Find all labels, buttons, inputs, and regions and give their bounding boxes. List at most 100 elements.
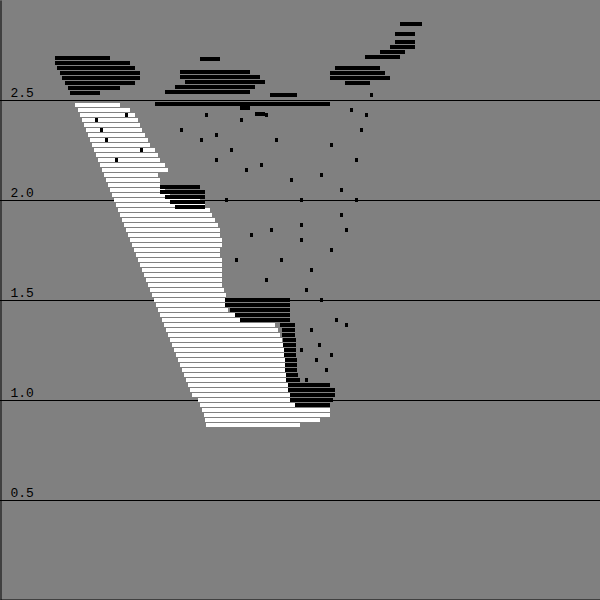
point [170, 200, 205, 204]
point [100, 128, 103, 132]
point [82, 118, 138, 122]
point [142, 268, 222, 272]
point [105, 138, 108, 142]
point [100, 163, 165, 167]
series [55, 22, 422, 407]
point [290, 393, 335, 397]
tick: 2.5 [1, 86, 34, 101]
point [176, 353, 286, 357]
point [225, 298, 290, 302]
point [188, 383, 290, 387]
point [284, 348, 296, 352]
point [160, 190, 205, 194]
point [70, 91, 100, 95]
point [286, 373, 298, 377]
point [155, 102, 330, 106]
point [204, 413, 330, 417]
tick: 0.5 [1, 486, 34, 501]
point [265, 113, 268, 117]
point [202, 408, 330, 412]
point [283, 343, 296, 347]
point [206, 423, 300, 427]
point [128, 233, 220, 237]
point [75, 103, 120, 107]
point [170, 338, 282, 342]
point [175, 205, 205, 209]
point [124, 223, 218, 227]
point [134, 248, 220, 252]
grid-line [0, 500, 600, 501]
point [283, 338, 296, 342]
point [120, 213, 212, 217]
point [84, 123, 140, 127]
point [126, 228, 220, 232]
point [92, 143, 150, 147]
point [175, 85, 255, 89]
point [136, 253, 220, 257]
point [282, 333, 295, 337]
point [235, 258, 238, 262]
point [310, 268, 313, 272]
point [125, 113, 128, 117]
point [180, 128, 183, 132]
point [165, 195, 205, 199]
point [55, 56, 110, 60]
point [240, 318, 290, 322]
point [390, 45, 415, 49]
point [250, 233, 253, 237]
point [260, 163, 263, 167]
point [225, 198, 228, 202]
point [265, 278, 268, 282]
point [180, 363, 288, 367]
series [75, 103, 330, 427]
point [295, 403, 330, 407]
point [178, 358, 287, 362]
point [60, 71, 140, 75]
point [215, 158, 218, 162]
point [355, 198, 358, 202]
y-axis: 0.51.01.52.02.5 [1, 1, 34, 600]
point [290, 398, 333, 402]
point [365, 55, 400, 59]
point [78, 108, 130, 112]
point [180, 70, 250, 74]
point [280, 258, 283, 262]
point [300, 223, 303, 227]
point [80, 113, 135, 117]
point [55, 61, 130, 65]
point [395, 32, 415, 36]
point [330, 76, 390, 80]
point [168, 333, 280, 337]
point [340, 213, 343, 217]
point [205, 113, 208, 117]
point [235, 313, 290, 317]
point [96, 153, 158, 157]
point [315, 358, 318, 362]
point [335, 318, 338, 322]
point [150, 288, 224, 292]
point [240, 118, 243, 122]
point [335, 66, 380, 70]
point [225, 303, 290, 307]
point [205, 418, 320, 422]
point [108, 183, 160, 187]
point [164, 323, 275, 327]
point [325, 368, 328, 372]
point [122, 218, 215, 222]
point [240, 106, 250, 110]
point [345, 323, 348, 327]
point [200, 57, 220, 61]
point [285, 358, 297, 362]
point [110, 188, 165, 192]
point [166, 328, 278, 332]
point [300, 198, 303, 202]
point [300, 238, 303, 242]
point [350, 108, 353, 112]
point [395, 40, 415, 44]
point [340, 188, 343, 192]
point [330, 143, 333, 147]
point [275, 138, 278, 142]
tick-label: 1.5 [11, 286, 34, 301]
point [86, 128, 142, 132]
point [152, 293, 226, 297]
